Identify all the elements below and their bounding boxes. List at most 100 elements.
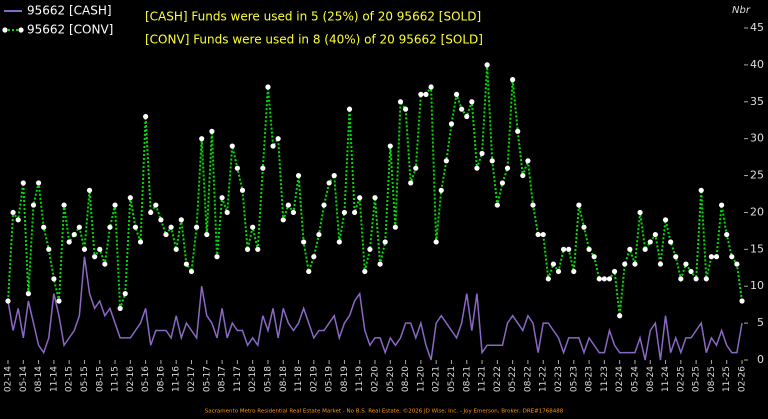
x-tick-label: 05-14 bbox=[19, 366, 29, 392]
point bbox=[367, 246, 373, 252]
x-tick-label: 02-18 bbox=[248, 366, 258, 392]
point bbox=[571, 268, 577, 275]
point bbox=[510, 77, 516, 83]
x-tick-label: 05-17 bbox=[202, 366, 212, 392]
point bbox=[591, 254, 597, 260]
point bbox=[316, 231, 322, 238]
x-tick-label: 08-22 bbox=[523, 366, 533, 392]
legend-label: 95662 [CASH] bbox=[27, 4, 112, 18]
y-tick-label: 20 bbox=[750, 205, 764, 218]
point bbox=[331, 172, 337, 179]
point bbox=[346, 106, 353, 112]
x-tick-label: 08-25 bbox=[707, 366, 717, 392]
point bbox=[719, 202, 725, 208]
x-tick-label: 11-17 bbox=[233, 366, 243, 392]
point bbox=[673, 254, 679, 260]
x-tick-label: 05-22 bbox=[508, 366, 518, 392]
x-tick-label: 11-18 bbox=[294, 366, 304, 392]
point bbox=[137, 239, 144, 245]
point bbox=[86, 187, 93, 193]
point bbox=[188, 268, 195, 275]
point bbox=[617, 313, 623, 319]
x-tick-label: 02-23 bbox=[554, 366, 564, 392]
point bbox=[15, 217, 21, 223]
point bbox=[280, 217, 286, 223]
point bbox=[576, 202, 582, 208]
point bbox=[601, 276, 607, 282]
point bbox=[535, 231, 541, 238]
x-tick-label: 05-21 bbox=[447, 366, 457, 392]
x-tick-label: 11-14 bbox=[49, 366, 59, 392]
point bbox=[668, 239, 674, 245]
point bbox=[76, 224, 82, 230]
point bbox=[703, 276, 709, 282]
point bbox=[199, 136, 205, 142]
point bbox=[5, 298, 11, 304]
x-tick-label: 02-19 bbox=[309, 366, 319, 392]
point bbox=[469, 99, 475, 105]
legend-marker bbox=[18, 27, 24, 33]
point bbox=[525, 158, 531, 164]
point bbox=[464, 113, 470, 120]
y-tick-label: 45 bbox=[750, 21, 764, 34]
x-tick-label: 11-16 bbox=[172, 366, 182, 392]
point bbox=[224, 209, 230, 216]
point bbox=[392, 224, 398, 230]
point bbox=[301, 239, 307, 245]
point bbox=[693, 276, 699, 282]
point bbox=[158, 217, 164, 223]
point bbox=[234, 165, 240, 171]
point bbox=[448, 121, 455, 127]
x-tick-label: 02-26 bbox=[738, 366, 748, 392]
x-tick-label: 08-18 bbox=[279, 366, 289, 392]
point bbox=[244, 246, 251, 252]
point bbox=[459, 106, 465, 112]
point bbox=[540, 231, 546, 238]
point bbox=[285, 202, 291, 208]
x-tick-label: 05-18 bbox=[263, 366, 273, 392]
x-tick-label: 11-21 bbox=[478, 366, 488, 392]
x-tick-label: 08-17 bbox=[218, 366, 228, 392]
point bbox=[183, 261, 190, 267]
point bbox=[377, 261, 383, 267]
y-tick-label: 5 bbox=[757, 316, 764, 329]
point bbox=[321, 202, 327, 208]
point bbox=[683, 261, 689, 267]
point bbox=[494, 202, 500, 208]
y-tick-label: 35 bbox=[750, 95, 764, 108]
point bbox=[352, 209, 358, 216]
point bbox=[566, 246, 572, 252]
point bbox=[428, 84, 434, 90]
point bbox=[397, 99, 404, 105]
y-tick-label: 15 bbox=[750, 242, 764, 255]
x-tick-label: 11-25 bbox=[722, 366, 732, 392]
point bbox=[311, 254, 317, 260]
y-tick-label: 40 bbox=[750, 58, 764, 71]
point bbox=[362, 268, 368, 275]
x-tick-label: 02-17 bbox=[187, 366, 197, 392]
point bbox=[438, 187, 444, 193]
x-tick-label: 08-15 bbox=[95, 366, 105, 392]
point bbox=[265, 84, 271, 90]
point bbox=[270, 143, 276, 149]
legend-marker bbox=[2, 27, 8, 33]
point bbox=[341, 209, 348, 216]
point bbox=[295, 172, 302, 179]
x-tick-label: 02-24 bbox=[615, 366, 625, 392]
point bbox=[372, 195, 378, 201]
point bbox=[229, 143, 235, 149]
point bbox=[642, 246, 648, 252]
point bbox=[306, 268, 312, 275]
y-tick-label: 10 bbox=[750, 279, 764, 292]
point bbox=[255, 246, 261, 252]
point bbox=[163, 231, 169, 238]
point bbox=[698, 187, 704, 193]
x-tick-label: 08-19 bbox=[340, 366, 350, 392]
point bbox=[515, 128, 521, 134]
point bbox=[204, 231, 210, 238]
point bbox=[46, 246, 52, 252]
annotation: [CASH] Funds were used in 5 (25%) of 20 … bbox=[145, 10, 481, 24]
point bbox=[153, 202, 159, 208]
point bbox=[97, 246, 103, 252]
